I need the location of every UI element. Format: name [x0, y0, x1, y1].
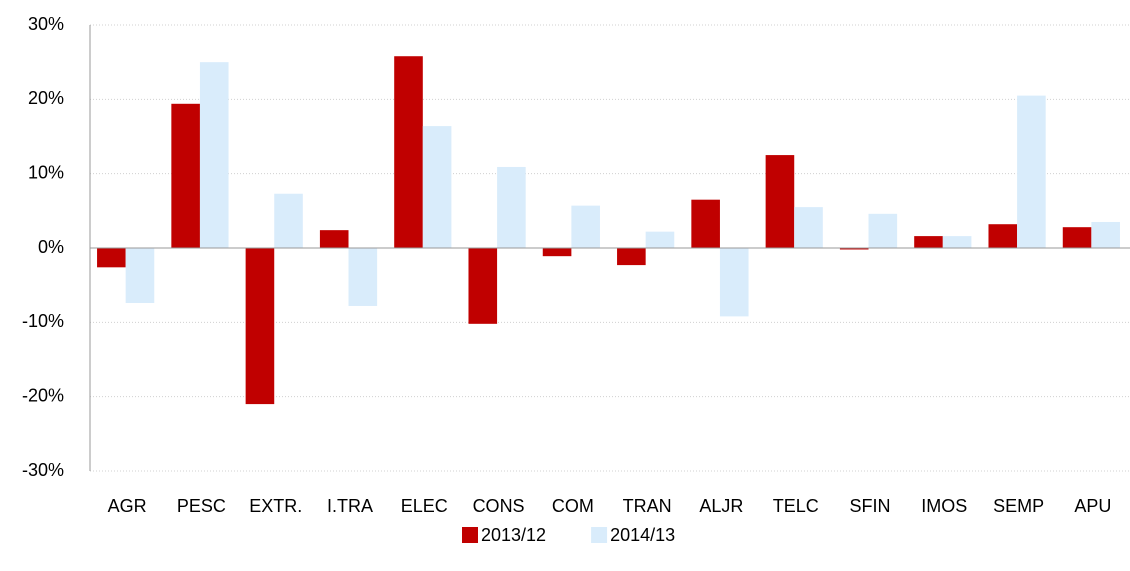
bar [794, 207, 823, 248]
bar [497, 166, 526, 248]
bar [274, 193, 303, 248]
x-tick-label: IMOS [921, 496, 967, 516]
bar [645, 231, 675, 248]
bar [319, 230, 349, 248]
bar [171, 103, 200, 248]
legend-label: 2014/13 [610, 525, 675, 545]
bar [942, 236, 972, 248]
bar [839, 248, 869, 250]
y-tick-label: 0% [38, 237, 64, 257]
x-tick-label: I.TRA [327, 496, 373, 516]
x-tick-label: COM [552, 496, 594, 516]
x-tick-label: ELEC [401, 496, 448, 516]
bar [765, 155, 795, 248]
bar [1091, 221, 1120, 248]
bar [199, 62, 229, 248]
x-tick-label: SEMP [993, 496, 1044, 516]
x-tick-label: EXTR. [249, 496, 302, 516]
x-tick-label: TELC [773, 496, 819, 516]
bar [719, 248, 749, 317]
x-tick-label: PESC [177, 496, 226, 516]
bar [422, 126, 452, 248]
y-tick-label: -20% [22, 385, 64, 405]
y-tick-label: -30% [22, 460, 64, 480]
bar [97, 248, 126, 268]
x-tick-label: APU [1074, 496, 1111, 516]
x-tick-label: SFIN [849, 496, 890, 516]
bar [1062, 227, 1092, 248]
y-tick-label: 10% [28, 162, 64, 182]
x-tick-label: CONS [473, 496, 525, 516]
x-tick-label: AGR [108, 496, 147, 516]
x-tick-label: ALJR [699, 496, 743, 516]
bar [617, 248, 646, 266]
y-tick-label: 30% [28, 14, 64, 34]
bar [468, 248, 498, 324]
legend-swatch [591, 527, 608, 543]
bar [571, 205, 600, 248]
bar [542, 248, 572, 257]
bar [125, 248, 155, 304]
bar [348, 248, 378, 306]
y-tick-label: -10% [22, 311, 64, 331]
bar [868, 213, 898, 248]
y-tick-label: 20% [28, 88, 64, 108]
legend-swatch [462, 527, 478, 543]
bar [988, 224, 1018, 248]
bar [394, 56, 423, 248]
bar [691, 199, 720, 248]
bar [245, 248, 275, 405]
bar [914, 236, 943, 248]
bar [1017, 95, 1046, 248]
legend-label: 2013/12 [481, 525, 546, 545]
x-tick-label: TRAN [623, 496, 672, 516]
